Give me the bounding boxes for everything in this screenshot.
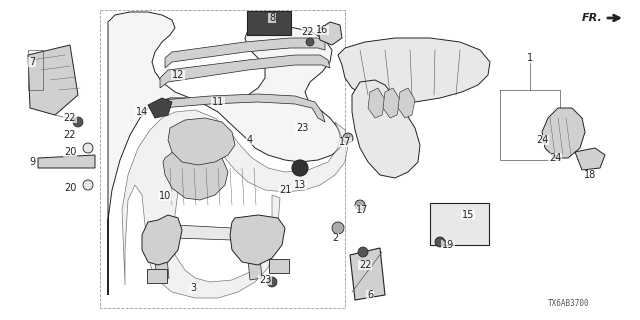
Polygon shape [575, 148, 605, 170]
Polygon shape [28, 45, 78, 115]
Polygon shape [398, 88, 415, 118]
Text: TX6AB3700: TX6AB3700 [548, 299, 590, 308]
Circle shape [83, 180, 93, 190]
Circle shape [358, 247, 368, 257]
FancyBboxPatch shape [147, 269, 167, 283]
Polygon shape [318, 22, 342, 45]
Text: 21: 21 [279, 185, 291, 195]
Polygon shape [122, 110, 348, 298]
Circle shape [306, 38, 314, 46]
Text: 22: 22 [359, 260, 371, 270]
Polygon shape [542, 108, 585, 158]
Text: 12: 12 [172, 70, 184, 80]
Circle shape [73, 117, 83, 127]
Polygon shape [160, 55, 330, 88]
Text: 2: 2 [332, 233, 338, 243]
Text: 17: 17 [356, 205, 368, 215]
Polygon shape [352, 80, 420, 178]
Circle shape [292, 160, 308, 176]
Circle shape [343, 133, 353, 143]
Circle shape [332, 222, 344, 234]
Bar [28, 50, 43, 90]
Text: 17: 17 [339, 137, 351, 147]
Text: 20: 20 [64, 147, 76, 157]
Text: 22: 22 [64, 113, 76, 123]
Text: 24: 24 [536, 135, 548, 145]
FancyBboxPatch shape [247, 11, 291, 35]
FancyBboxPatch shape [269, 259, 289, 273]
Text: 19: 19 [442, 240, 454, 250]
Text: 13: 13 [294, 180, 306, 190]
Text: 15: 15 [462, 210, 474, 220]
Polygon shape [163, 145, 228, 200]
Text: 3: 3 [190, 283, 196, 293]
Text: 11: 11 [212, 97, 224, 107]
Polygon shape [248, 258, 262, 280]
Polygon shape [142, 215, 182, 265]
Text: 10: 10 [159, 191, 171, 201]
Polygon shape [168, 225, 232, 240]
Polygon shape [38, 155, 95, 168]
Polygon shape [383, 88, 400, 118]
Text: 20: 20 [64, 183, 76, 193]
Text: 6: 6 [367, 290, 373, 300]
Polygon shape [368, 88, 385, 118]
Polygon shape [338, 38, 490, 102]
Text: 16: 16 [316, 25, 328, 35]
Circle shape [355, 200, 365, 210]
Polygon shape [155, 258, 169, 280]
FancyBboxPatch shape [430, 203, 489, 245]
Text: FR.: FR. [582, 13, 603, 23]
Polygon shape [155, 94, 325, 122]
Text: 22: 22 [301, 27, 314, 37]
Text: 14: 14 [136, 107, 148, 117]
Text: 23: 23 [259, 275, 271, 285]
Text: 7: 7 [29, 57, 35, 67]
Text: 9: 9 [29, 157, 35, 167]
Polygon shape [168, 118, 235, 165]
Polygon shape [165, 38, 325, 68]
Polygon shape [108, 12, 342, 295]
Circle shape [435, 237, 445, 247]
Text: 24: 24 [549, 153, 561, 163]
Text: 8: 8 [269, 13, 275, 23]
Circle shape [83, 143, 93, 153]
Text: 22: 22 [64, 130, 76, 140]
Polygon shape [230, 215, 285, 265]
Text: 18: 18 [584, 170, 596, 180]
Text: 23: 23 [296, 123, 308, 133]
Text: 1: 1 [527, 53, 533, 63]
Circle shape [267, 277, 277, 287]
Bar [100, 10, 345, 308]
Polygon shape [350, 248, 385, 300]
Polygon shape [148, 98, 172, 118]
Text: 4: 4 [247, 135, 253, 145]
